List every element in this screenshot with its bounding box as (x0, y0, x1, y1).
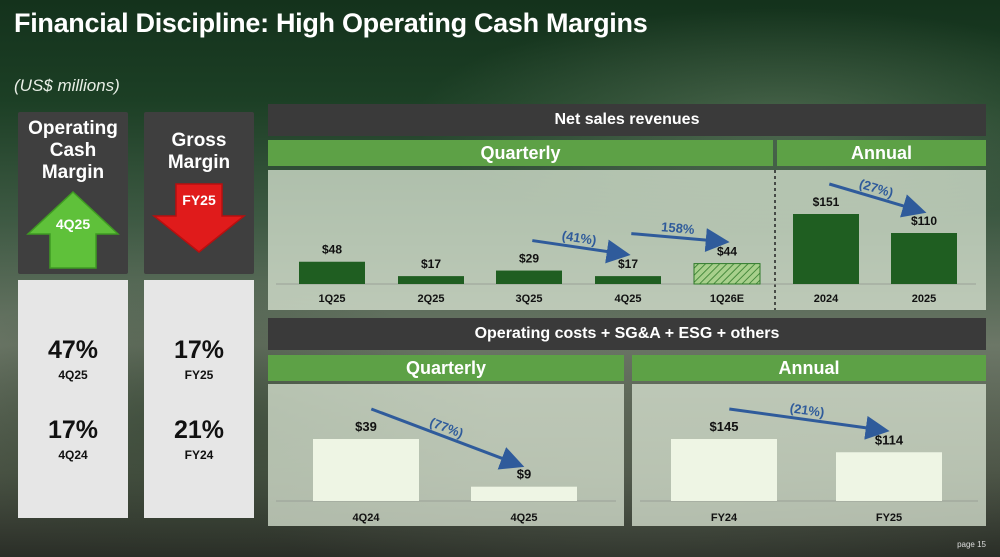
tick-label-4q25: 4Q25 (511, 512, 538, 524)
tick-label-2024: 2024 (814, 293, 839, 305)
page-title: Financial Discipline: High Operating Cas… (14, 8, 648, 38)
kpi-value: 47% (47, 336, 99, 364)
data-label-2025: $110 (911, 214, 937, 228)
kpi-period: FY24 (184, 448, 214, 462)
down-arrow-icon (144, 182, 254, 254)
kpi-gross-margin-header: Gross Margin FY25 (144, 112, 254, 274)
kpi-value: 17% (47, 416, 99, 444)
tick-label-fy24: FY24 (711, 512, 738, 524)
bar-4q25 (595, 276, 661, 284)
kpi-period: FY25 (184, 368, 214, 382)
tick-label-3q25: 3Q25 (516, 293, 543, 305)
change-arrow-4q24-4q25 (370, 407, 525, 470)
tick-label-2025: 2025 (912, 293, 936, 305)
data-label-4q24: $39 (355, 419, 377, 434)
kpi-value: 17% (173, 336, 225, 364)
data-label-4q25: $17 (618, 257, 638, 271)
up-arrow-icon (18, 190, 128, 270)
tick-label-fy25: FY25 (876, 512, 902, 524)
bar-fy25 (836, 452, 942, 501)
kpi-arrow-label: FY25 (182, 192, 216, 208)
net-sales-header: Net sales revenues (268, 104, 986, 136)
change-arrow-fy24-fy25 (729, 407, 890, 440)
change-arrow-2024-2025 (828, 182, 927, 218)
change-label-fy24-fy25: (21%) (789, 400, 825, 420)
data-label-fy24: $145 (710, 419, 739, 434)
bar-2q25 (398, 276, 464, 284)
change-arrow-4q25-1q26e (631, 228, 730, 253)
kpi-arrow-label: 4Q25 (55, 216, 91, 232)
kpi-gross-margin-values: 17% FY25 21% FY24 (144, 280, 254, 518)
units-subtitle: (US$ millions) (14, 76, 120, 95)
bar-4q25 (471, 486, 577, 501)
data-label-4q25: $9 (517, 467, 531, 482)
bar-2025 (891, 233, 957, 284)
data-label-1q25: $48 (322, 243, 342, 257)
bar-4q24 (313, 439, 419, 501)
change-arrow-3q25-4q25 (532, 239, 631, 264)
kpi-period: 4Q25 (58, 368, 88, 382)
op-costs-header: Operating costs + SG&A + ESG + others (268, 318, 986, 350)
bar-1q25 (299, 261, 365, 284)
change-label-3q25-4q25: (41%) (561, 228, 598, 248)
bar-1q26e (693, 263, 761, 285)
tick-label-1q26e: 1Q26E (710, 293, 744, 305)
tick-label-2q25: 2Q25 (418, 293, 445, 305)
change-label-4q25-1q26e: 158% (661, 219, 696, 237)
kpi-period: 4Q24 (58, 448, 88, 462)
bar-fy24 (671, 439, 777, 501)
net-sales-annual-header: Annual (777, 140, 986, 166)
net-sales-quarterly-header: Quarterly (268, 140, 773, 166)
kpi-label: Operating Cash Margin (28, 118, 118, 183)
op-costs-annual-header: Annual (632, 355, 986, 381)
data-label-2q25: $17 (421, 257, 441, 271)
kpi-operating-cash-margin-header: Operating Cash Margin 4Q25 (18, 112, 128, 274)
tick-label-1q25: 1Q25 (319, 293, 346, 305)
kpi-value: 21% (173, 416, 225, 444)
tick-label-4q24: 4Q24 (353, 512, 381, 524)
bar-3q25 (496, 270, 562, 284)
kpi-operating-cash-margin-values: 47% 4Q25 17% 4Q24 (18, 280, 128, 518)
data-label-2024: $151 (813, 195, 840, 209)
data-label-fy25: $114 (875, 432, 904, 447)
data-label-1q26e: $44 (717, 245, 737, 259)
kpi-label: Gross Margin (167, 130, 231, 173)
tick-label-4q25: 4Q25 (615, 293, 642, 305)
page-number: page 15 (957, 540, 986, 549)
data-label-3q25: $29 (519, 252, 539, 266)
bar-2024 (793, 214, 859, 284)
op-costs-quarterly-header: Quarterly (268, 355, 624, 381)
